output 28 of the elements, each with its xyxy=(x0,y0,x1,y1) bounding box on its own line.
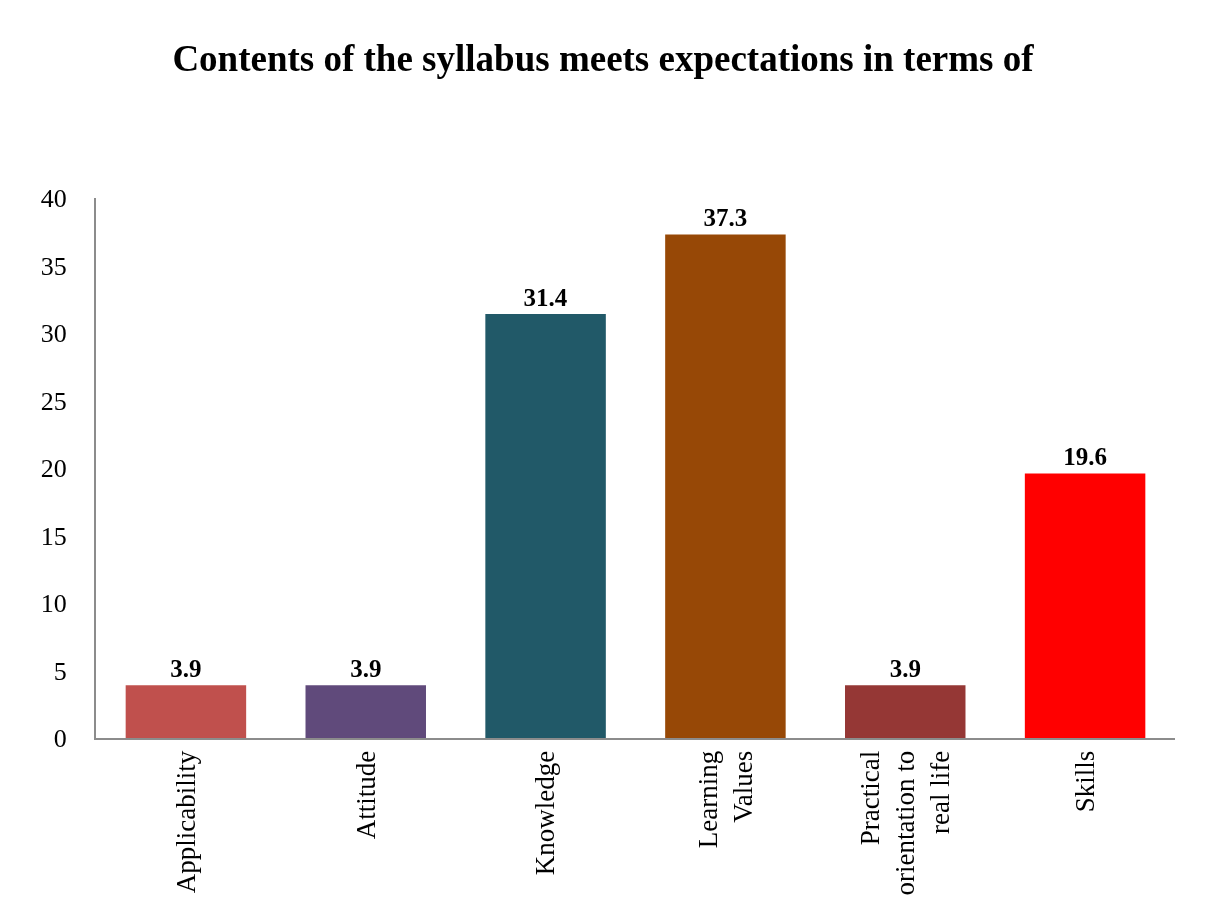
y-tick-label: 5 xyxy=(53,656,67,686)
bar xyxy=(125,685,247,738)
bar xyxy=(485,314,606,738)
y-tick-label: 0 xyxy=(53,724,67,754)
bar xyxy=(665,234,786,738)
data-label: 3.9 xyxy=(350,655,382,683)
x-tick-label: Learning Values xyxy=(692,750,758,849)
y-tick-label: 35 xyxy=(40,251,67,281)
x-tick-label: Knowledge xyxy=(530,750,561,876)
x-tick-label: Applicability xyxy=(170,750,201,894)
y-tick-label: 40 xyxy=(40,184,67,214)
data-label: 3.9 xyxy=(889,655,921,683)
bar xyxy=(305,685,426,738)
x-tick-label: Practical orientation to real life xyxy=(854,750,956,896)
data-label: 31.4 xyxy=(523,284,568,312)
y-tick-label: 20 xyxy=(40,454,67,484)
y-tick-label: 25 xyxy=(40,386,67,416)
data-label: 19.6 xyxy=(1063,443,1107,471)
y-tick-label: 10 xyxy=(40,589,67,619)
chart-title: Contents of the syllabus meets expectations in terms of xyxy=(172,37,1035,79)
y-tick-label: 30 xyxy=(40,319,67,349)
bar xyxy=(845,685,966,738)
data-label: 3.9 xyxy=(170,655,202,683)
data-label: 37.3 xyxy=(703,204,748,232)
x-tick-label: Attitude xyxy=(350,750,381,840)
x-tick-label: Skills xyxy=(1069,750,1100,813)
y-tick-label: 15 xyxy=(40,521,67,551)
bar xyxy=(1024,473,1146,738)
